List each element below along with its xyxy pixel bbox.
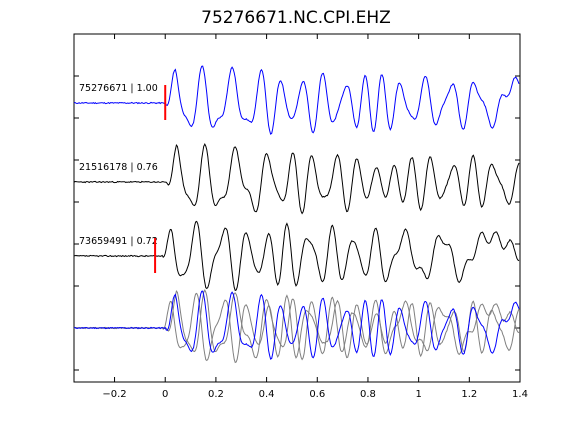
x-axis: −0.2 0 0.2 0.4 0.6 0.8 1 1.2 1.4 (102, 34, 528, 400)
trace-line (74, 220, 520, 292)
x-tick-label: 0.2 (208, 389, 224, 400)
x-tick-label: 0.8 (360, 389, 376, 400)
pick-markers (154, 85, 167, 273)
trace-group (73, 65, 520, 292)
x-tick-label: 1 (415, 389, 421, 400)
trace-line (73, 65, 520, 135)
trace-label: 21516178 | 0.76 (79, 162, 158, 173)
x-tick-label: 1.4 (512, 389, 528, 400)
x-tick-label: −0.2 (102, 389, 126, 400)
trace-label: 75276671 | 1.00 (79, 83, 158, 94)
chart-title: 75276671.NC.CPI.EHZ (201, 8, 391, 28)
x-tick-label: 0.4 (259, 389, 275, 400)
overlay-group (73, 288, 520, 364)
plot-frame (73, 33, 521, 383)
trace-line (73, 142, 520, 215)
trace-label: 73659491 | 0.72 (79, 236, 158, 247)
trace-labels: 75276671 | 1.00 21516178 | 0.76 73659491 |… (79, 83, 158, 247)
overlay-trace-line (73, 288, 520, 361)
x-tick-label: 0.6 (309, 389, 325, 400)
x-tick-label: 1.2 (461, 389, 477, 400)
overlay-trace-line (73, 290, 520, 360)
x-tick-label: 0 (162, 389, 168, 400)
